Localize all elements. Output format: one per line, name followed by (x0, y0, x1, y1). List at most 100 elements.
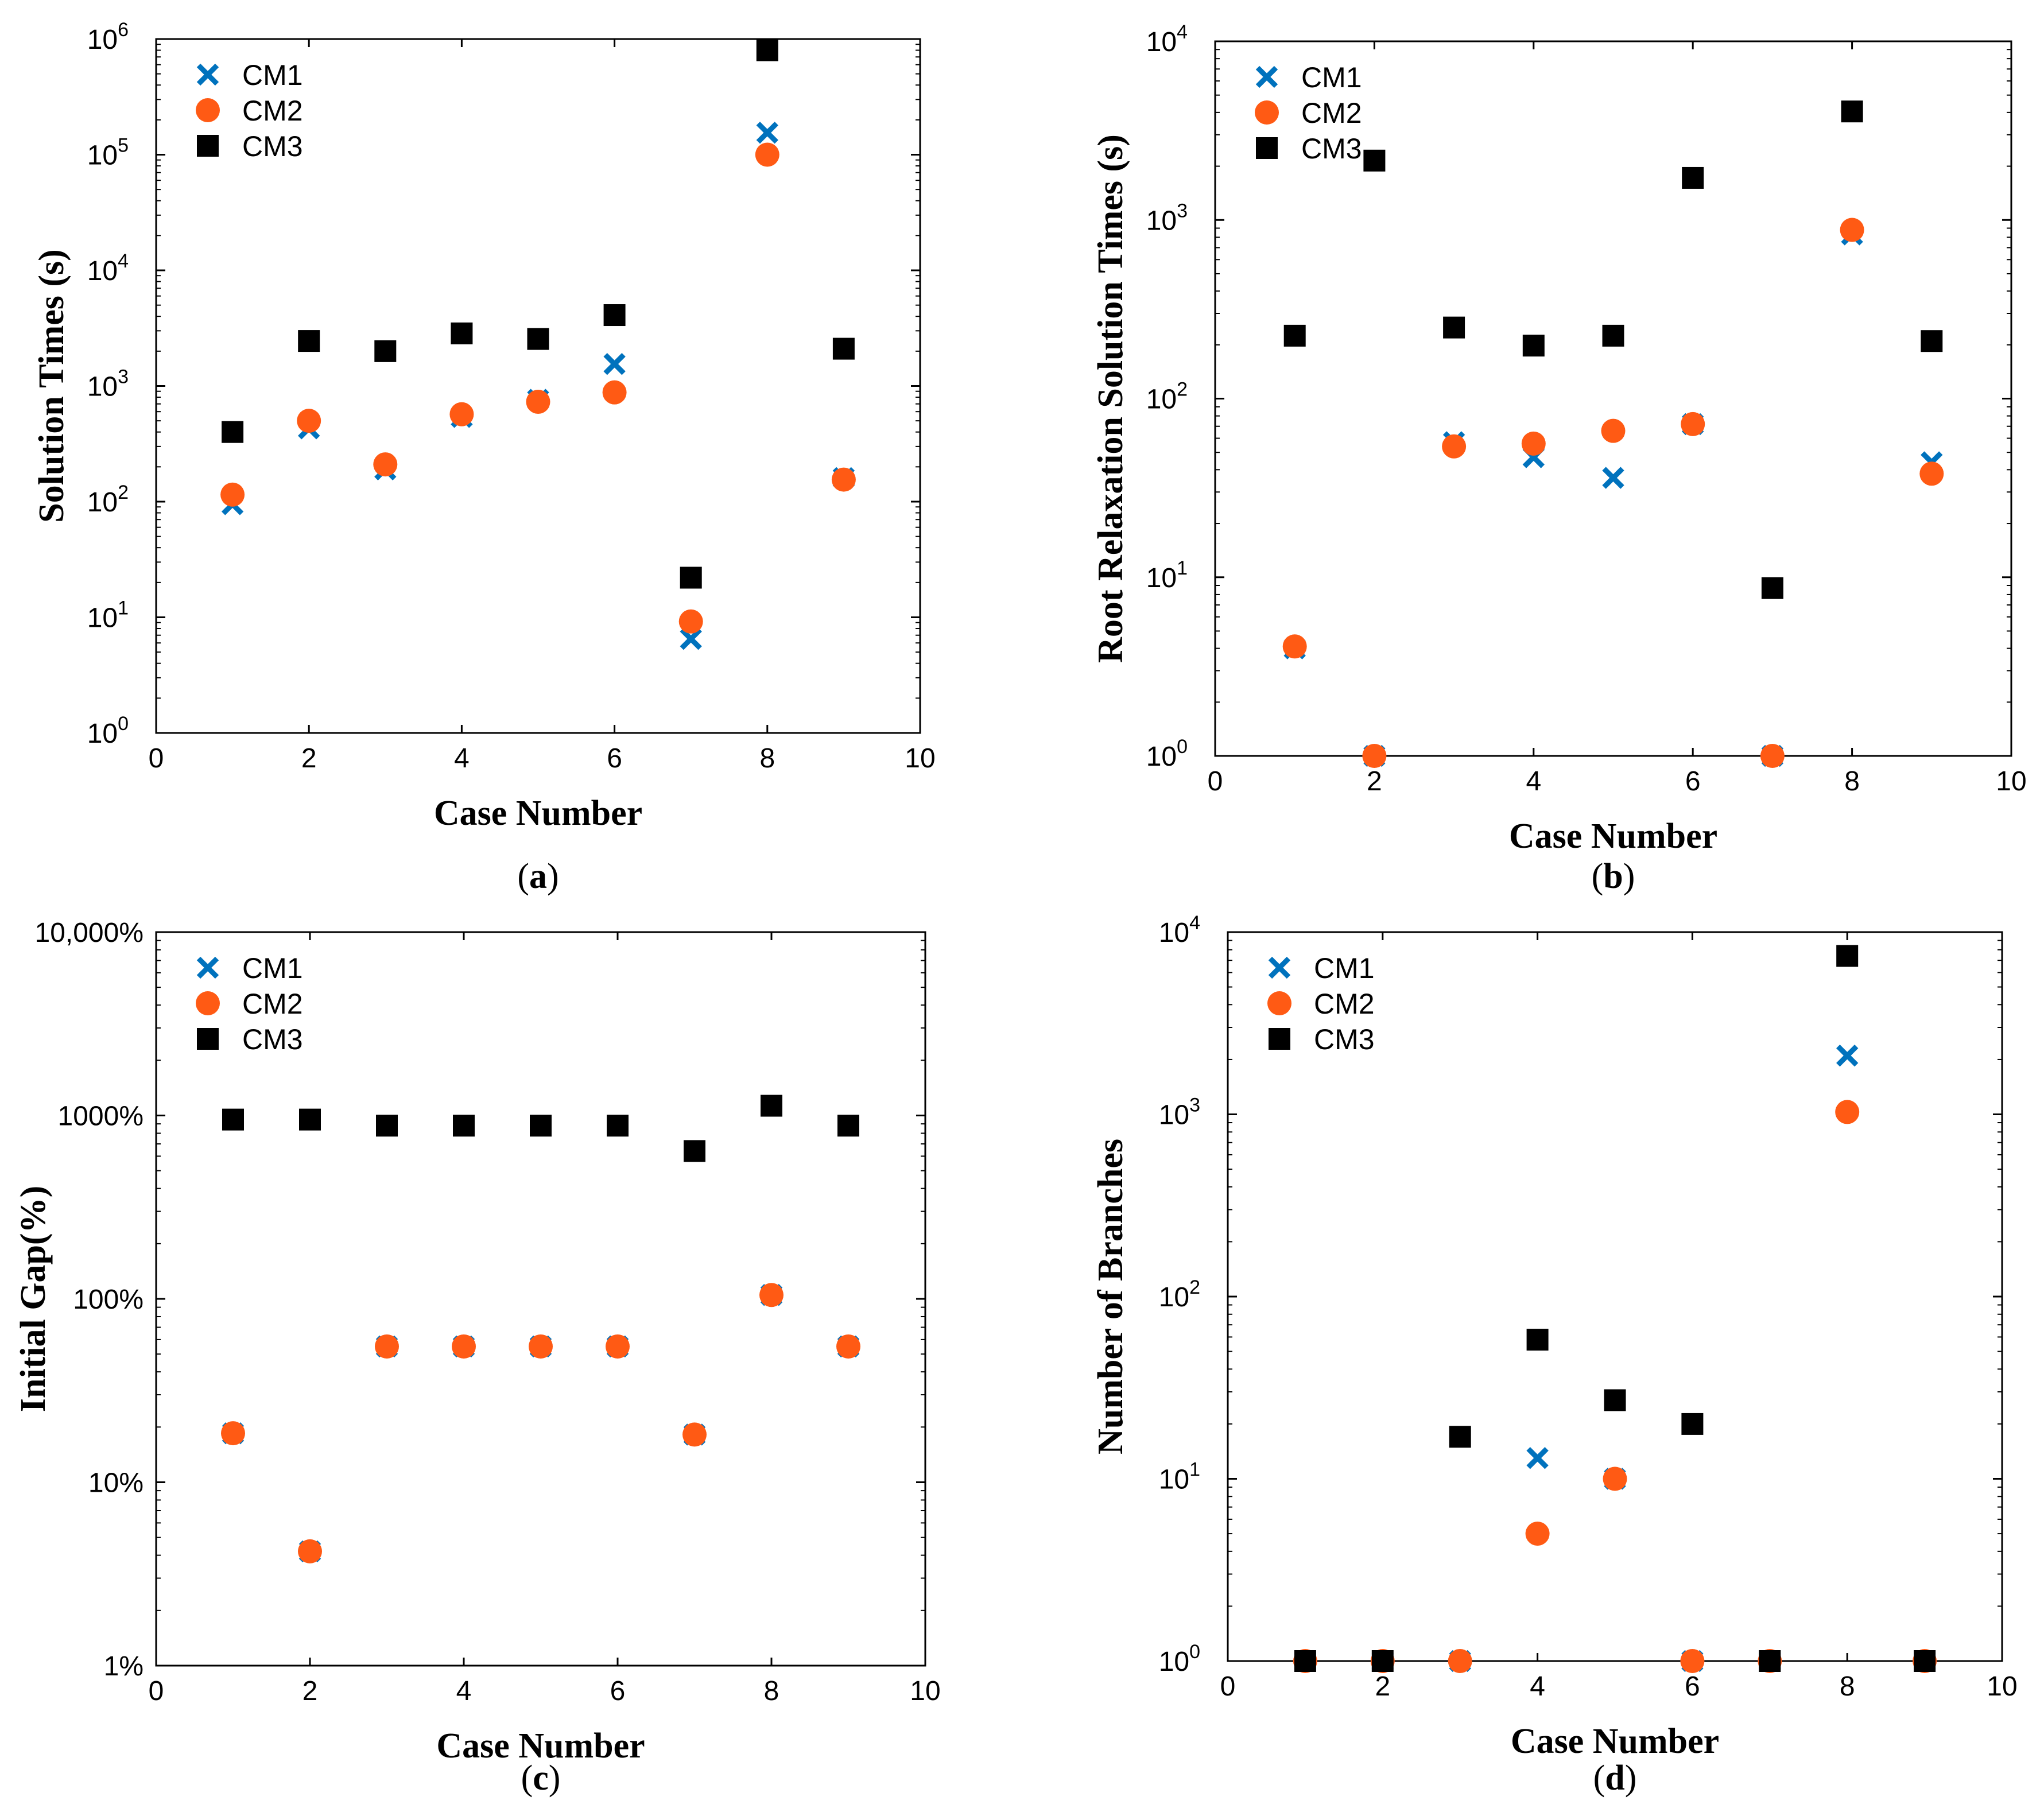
data-point-cm2 (297, 409, 321, 433)
data-point-cm1 (680, 628, 702, 650)
x-tick-label: 6 (1685, 1671, 1700, 1702)
data-point-cm3 (299, 1108, 321, 1131)
data-point-cm3 (1449, 1426, 1471, 1448)
y-axis-title: Solution Times (s) (32, 249, 71, 523)
data-point-cm3 (222, 1108, 244, 1131)
data-point-cm3 (1283, 324, 1306, 347)
data-point-cm3 (298, 330, 320, 352)
data-point-cm3 (376, 1115, 398, 1137)
data-point-cm3 (1526, 1329, 1549, 1351)
data-point-cm2 (755, 142, 779, 167)
data-point-cm3 (530, 1115, 552, 1137)
x-tick-label: 8 (764, 1676, 779, 1706)
y-tick-label: 105 (87, 135, 129, 171)
x-tick-label: 4 (1526, 766, 1541, 797)
data-point-cm2 (1362, 744, 1387, 768)
x-tick-label: 2 (1375, 1671, 1390, 1702)
legend-marker-cm1 (196, 956, 219, 979)
data-point-cm3 (527, 328, 549, 350)
data-point-cm2 (606, 1334, 630, 1359)
data-point-cm3 (1836, 945, 1859, 967)
data-point-cm2 (449, 402, 474, 426)
y-tick-label: 103 (87, 366, 129, 402)
data-point-cm2 (1603, 1466, 1627, 1491)
legend-label-cm2: CM2 (1301, 97, 1362, 129)
legend-label-cm3: CM3 (242, 130, 303, 162)
x-axis-title: Case Number (1511, 1722, 1719, 1761)
y-tick-label: 101 (1146, 557, 1188, 593)
y-tick-label: 101 (1159, 1459, 1200, 1495)
legend-label-cm3: CM3 (1301, 133, 1362, 165)
data-point-cm2 (678, 609, 703, 634)
data-point-cm2 (298, 1539, 322, 1563)
y-tick-label: 100% (73, 1285, 143, 1315)
legend-marker-cm1 (1255, 65, 1278, 88)
data-point-cm2 (529, 1334, 553, 1359)
data-point-cm3 (761, 1095, 782, 1117)
data-point-cm1 (1602, 467, 1624, 489)
x-tick-label: 6 (1685, 766, 1701, 797)
data-point-cm3 (1602, 324, 1624, 347)
y-tick-label: 1000% (58, 1101, 143, 1132)
data-point-cm2 (526, 390, 550, 414)
panel-label: (b) (1592, 857, 1635, 896)
data-point-cm3 (837, 1115, 859, 1137)
data-point-cm2 (1601, 418, 1626, 443)
data-point-cm2 (1521, 431, 1546, 456)
legend-label-cm3: CM3 (242, 1023, 303, 1056)
chart-panel-c: 0 2 4 6 8 10 1% 10% 100% 1000% 10,000% Case Number I… (14, 918, 941, 1798)
y-axis-title: Root Relaxation Solution Times (s) (1091, 134, 1130, 663)
y-tick-label: 103 (1146, 200, 1188, 236)
data-point-cm3 (1604, 1389, 1626, 1411)
x-tick-label: 10 (905, 743, 935, 774)
legend-label-cm1: CM1 (242, 952, 303, 984)
x-tick-label: 0 (149, 1676, 164, 1706)
x-tick-label: 2 (302, 1676, 318, 1706)
legend-marker-cm1 (1268, 956, 1291, 979)
x-tick-label: 8 (1840, 1671, 1855, 1702)
y-tick-label: 100 (1159, 1641, 1200, 1677)
data-point-cm3 (1443, 316, 1465, 339)
x-tick-label: 2 (1367, 766, 1382, 797)
data-point-cm3 (453, 1115, 475, 1137)
data-point-cm2 (836, 1334, 860, 1359)
data-point-cm2 (759, 1283, 784, 1307)
data-point-cm3 (603, 304, 626, 327)
x-tick-label: 6 (610, 1676, 626, 1706)
chart-panel-b: 0 2 4 6 8 10 100 101 102 103 104 Case Number Root Re… (1091, 21, 2027, 896)
x-tick-label: 10 (1987, 1671, 2017, 1702)
legend-marker-cm3 (1256, 137, 1278, 159)
data-point-cm2 (1282, 634, 1307, 659)
legend-label-cm1: CM1 (1314, 952, 1375, 984)
series-cm3 (222, 39, 855, 589)
data-point-cm3 (222, 421, 244, 443)
x-tick-label: 0 (1220, 1671, 1236, 1702)
data-point-cm3 (374, 340, 397, 362)
legend-label-cm2: CM2 (242, 95, 303, 127)
data-point-cm2 (221, 1421, 245, 1446)
panel-label: (a) (517, 857, 558, 896)
panel-label: (d) (1593, 1759, 1637, 1798)
series-cm1 (221, 121, 855, 650)
data-point-cm2 (1919, 461, 1944, 486)
series-cm3 (1294, 945, 1936, 1672)
data-point-cm3 (1921, 330, 1943, 352)
data-point-cm3 (1294, 1650, 1316, 1672)
x-axis-title: Case Number (434, 794, 642, 833)
series-cm2 (221, 1283, 860, 1563)
data-point-cm2 (682, 1422, 707, 1447)
data-point-cm3 (1363, 149, 1386, 172)
legend-marker-cm2 (196, 98, 220, 122)
legend-label-cm2: CM2 (1314, 988, 1375, 1020)
x-tick-label: 8 (1844, 766, 1860, 797)
data-point-cm1 (756, 121, 778, 144)
data-point-cm1 (1526, 1447, 1549, 1469)
data-point-cm3 (1759, 1650, 1781, 1672)
y-tick-label: 100 (87, 713, 129, 749)
y-tick-label: 102 (87, 482, 129, 518)
legend-marker-cm1 (196, 63, 219, 86)
x-tick-label: 4 (454, 743, 470, 774)
